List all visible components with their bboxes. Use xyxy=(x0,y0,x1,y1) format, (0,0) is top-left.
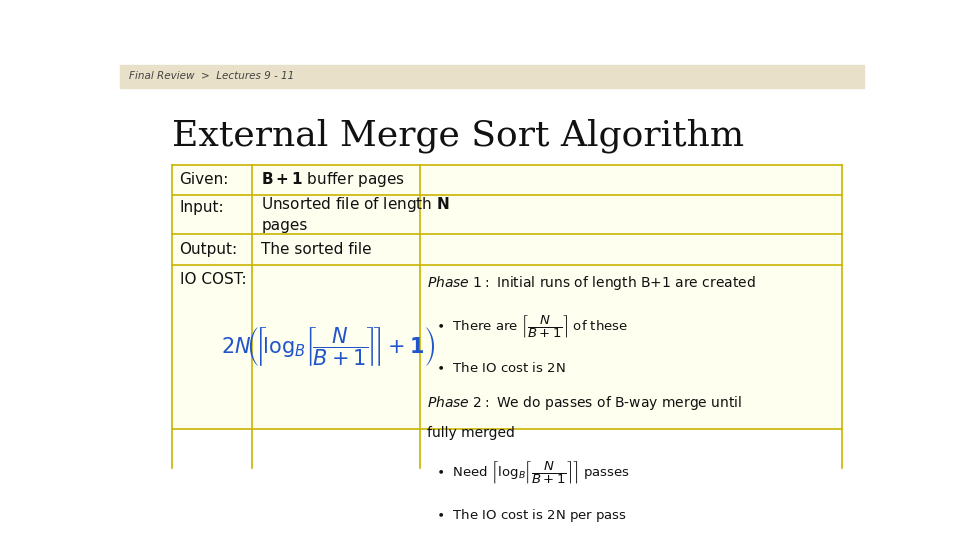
Bar xyxy=(252,265,420,429)
Text: Unsorted file of length $\mathbf{N}$: Unsorted file of length $\mathbf{N}$ xyxy=(261,195,450,214)
Bar xyxy=(252,195,420,234)
Text: Final Review  >  Lectures 9 - 11: Final Review > Lectures 9 - 11 xyxy=(129,71,294,81)
Bar xyxy=(252,234,420,265)
Bar xyxy=(420,265,842,429)
Text: IO COST:: IO COST: xyxy=(180,272,246,287)
Bar xyxy=(172,195,252,234)
Text: The sorted file: The sorted file xyxy=(261,242,372,257)
Text: $\bullet$  The IO cost is 2N per pass: $\bullet$ The IO cost is 2N per pass xyxy=(436,507,627,524)
Text: $\bullet$  There are $\left\lceil\dfrac{N}{B+1}\right\rceil$ of these: $\bullet$ There are $\left\lceil\dfrac{N… xyxy=(436,313,628,340)
Text: $\bullet$  The IO cost is 2N: $\bullet$ The IO cost is 2N xyxy=(436,361,565,375)
Text: Input:: Input: xyxy=(180,200,224,215)
Text: Output:: Output: xyxy=(180,242,238,257)
Text: Given:: Given: xyxy=(180,172,228,187)
Text: $\mathbf{B+1}$ buffer pages: $\mathbf{B+1}$ buffer pages xyxy=(261,170,405,189)
Bar xyxy=(420,234,842,265)
Bar xyxy=(172,165,252,195)
Bar xyxy=(420,195,842,234)
Text: $\bullet$  Need $\left\lceil\log_{B}\!\left\lceil\dfrac{N}{B+1}\right\rceil\righ: $\bullet$ Need $\left\lceil\log_{B}\!\le… xyxy=(436,459,630,486)
Bar xyxy=(172,234,252,265)
Bar xyxy=(420,165,842,195)
Bar xyxy=(252,165,420,195)
Text: $\bf\it{Phase\ 2:}$ We do passes of B-way merge until: $\bf\it{Phase\ 2:}$ We do passes of B-wa… xyxy=(427,395,743,413)
Text: fully merged: fully merged xyxy=(427,426,516,440)
Bar xyxy=(120,65,864,87)
Text: $2N\!\left(\!\left\lceil\!\log_{B}\!\left\lceil\!\dfrac{N}{B+1}\!\right\rceil\!\: $2N\!\left(\!\left\lceil\!\log_{B}\!\lef… xyxy=(221,325,436,368)
Text: External Merge Sort Algorithm: External Merge Sort Algorithm xyxy=(172,119,744,153)
Text: pages: pages xyxy=(261,218,308,233)
Text: $\bf\it{Phase\ 1:}$ Initial runs of length B+1 are created: $\bf\it{Phase\ 1:}$ Initial runs of leng… xyxy=(427,274,756,292)
Bar xyxy=(172,265,252,429)
